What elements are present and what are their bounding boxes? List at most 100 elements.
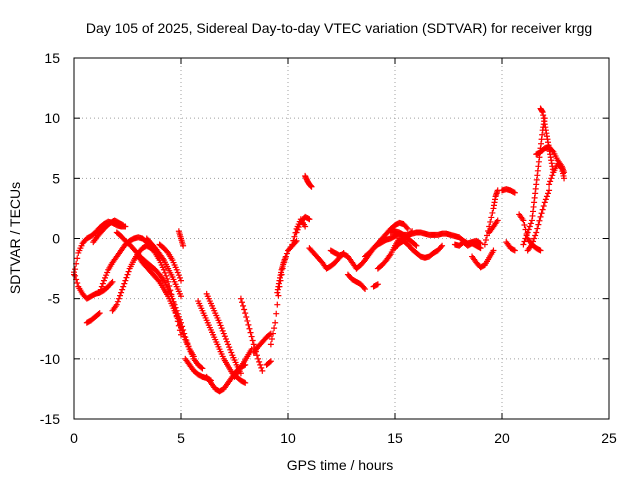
data-point (557, 164, 564, 171)
data-point (403, 224, 410, 231)
y-tick-label: 5 (52, 170, 60, 186)
data-point (104, 269, 111, 276)
data-point (72, 272, 79, 279)
data-point (546, 187, 553, 194)
data-point (173, 312, 180, 319)
data-point (216, 319, 223, 326)
data-point (175, 272, 182, 279)
data-point (176, 321, 183, 328)
data-point (243, 314, 250, 321)
x-axis-label: GPS time / hours (287, 457, 394, 473)
data-point (102, 274, 109, 281)
data-point (119, 286, 126, 293)
data-point (174, 315, 181, 322)
data-point (374, 281, 381, 288)
data-point (255, 355, 262, 362)
data-point (95, 311, 102, 318)
data-point (99, 280, 106, 287)
data-point (246, 325, 253, 332)
data-point (282, 253, 289, 260)
data-point (541, 199, 548, 206)
data-point (494, 217, 501, 224)
data-point (484, 232, 491, 239)
data-point (176, 274, 183, 281)
data-points (71, 105, 568, 395)
data-point (532, 232, 539, 239)
data-point (96, 289, 103, 296)
data-point (523, 232, 530, 239)
data-point (180, 330, 187, 337)
data-point (178, 293, 184, 300)
data-point (291, 233, 298, 240)
data-point (531, 235, 538, 242)
data-point (98, 283, 105, 290)
data-point (272, 319, 279, 326)
x-tick-label: 15 (387, 430, 403, 446)
data-point (100, 277, 107, 284)
plot-frame (73, 57, 610, 420)
data-point (248, 333, 255, 340)
data-point (271, 325, 278, 332)
data-point (373, 281, 380, 288)
data-point (237, 295, 244, 302)
data-point (221, 333, 228, 340)
data-point (534, 225, 541, 232)
data-point (292, 229, 299, 236)
data-point (217, 322, 224, 329)
data-point (241, 379, 248, 386)
data-point (218, 325, 225, 332)
data-point (123, 274, 130, 281)
y-tick-label: 15 (44, 50, 60, 66)
data-point (438, 243, 445, 250)
data-point (115, 295, 122, 302)
data-point (198, 364, 205, 371)
data-point (224, 338, 231, 345)
y-tick-label: -15 (40, 411, 60, 427)
data-point (536, 246, 543, 253)
data-point (103, 272, 110, 279)
data-point (489, 209, 496, 216)
data-point (543, 193, 550, 200)
data-point (242, 379, 249, 386)
data-point (528, 241, 535, 248)
data-point (222, 335, 229, 342)
data-point (548, 175, 555, 182)
data-point (481, 241, 488, 248)
data-point (97, 286, 104, 293)
data-point (540, 203, 547, 210)
chart-title: Day 105 of 2025, Sidereal Day-to-day VTE… (86, 20, 592, 36)
data-point (266, 359, 273, 366)
data-point (412, 241, 419, 248)
data-point (96, 310, 103, 317)
data-point (259, 367, 266, 374)
data-point (247, 329, 254, 336)
data-point (510, 246, 517, 253)
data-point (490, 247, 497, 254)
data-point (240, 302, 247, 309)
data-point (408, 229, 415, 236)
data-point (244, 317, 251, 324)
data-point (482, 237, 489, 244)
data-point (225, 341, 232, 348)
data-point (290, 237, 297, 244)
x-tick-label: 10 (280, 430, 296, 446)
data-point (362, 286, 369, 293)
data-point (305, 215, 312, 222)
data-point (439, 242, 446, 249)
data-point (413, 242, 420, 249)
data-point (561, 175, 568, 182)
data-point (270, 330, 277, 337)
x-tick-label: 5 (177, 430, 185, 446)
data-point (108, 280, 115, 287)
data-point (525, 226, 532, 233)
data-point (179, 327, 186, 334)
data-point (245, 321, 252, 328)
data-point (409, 228, 416, 235)
data-point (267, 358, 274, 365)
data-point (477, 245, 484, 252)
data-point (227, 346, 234, 353)
data-point (238, 299, 245, 306)
data-point (242, 310, 249, 317)
data-point (119, 221, 126, 228)
